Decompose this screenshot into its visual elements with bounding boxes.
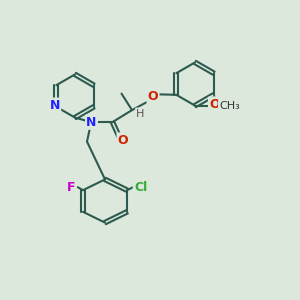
Text: O: O <box>209 98 220 111</box>
Text: N: N <box>50 99 60 112</box>
Text: CH₃: CH₃ <box>219 100 240 111</box>
Text: O: O <box>148 90 158 103</box>
Text: F: F <box>67 181 75 194</box>
Text: O: O <box>118 134 128 147</box>
Text: N: N <box>86 116 97 129</box>
Text: Cl: Cl <box>134 181 147 194</box>
Text: H: H <box>136 109 145 119</box>
